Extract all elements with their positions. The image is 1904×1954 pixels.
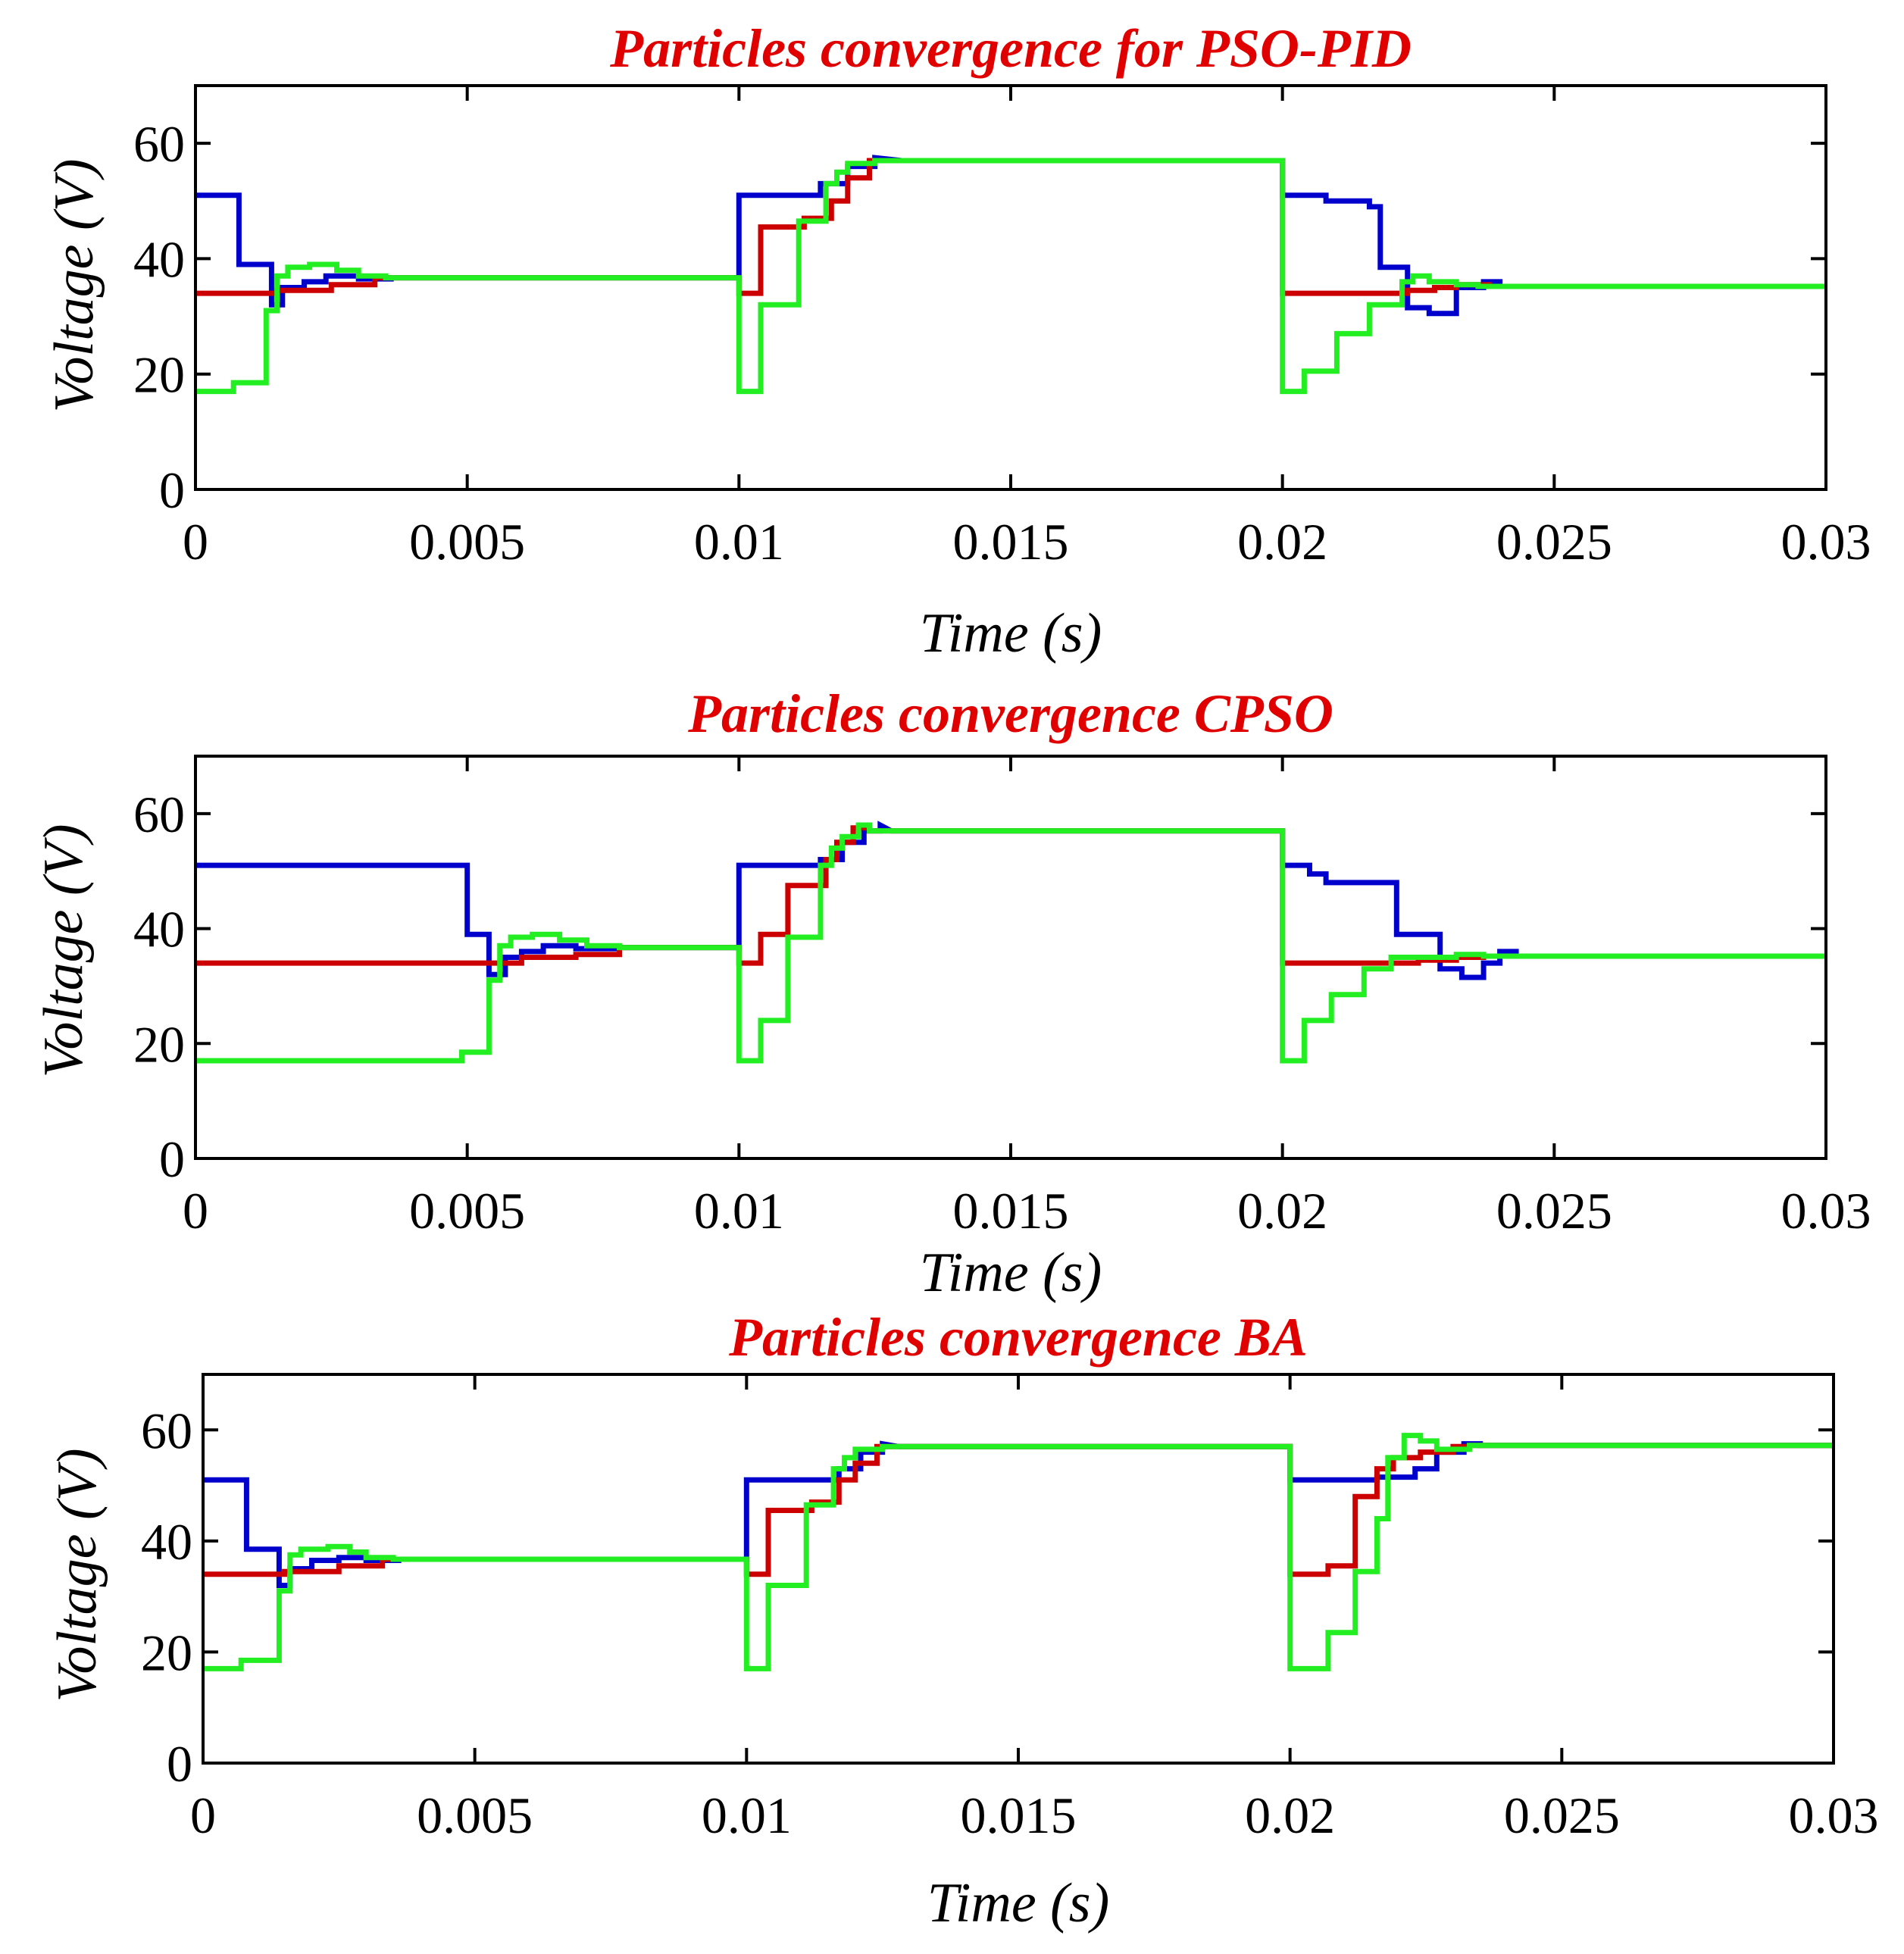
y-axis-label: Voltage (V) <box>33 824 95 1078</box>
series-line-red <box>195 158 1826 296</box>
x-tick-label: 0.03 <box>1781 513 1871 571</box>
y-tick-label: 60 <box>141 1402 192 1459</box>
plot-area: 0 0.005 0.01 0.015 0.02 0.025 0.03 0 20 40 60 <box>133 84 1871 571</box>
chart-panel-ba: Particles convergence BA Time (s) Voltag… <box>46 1307 1879 1934</box>
series-line-red <box>203 1443 1834 1577</box>
x-tick-label: 0.015 <box>961 1787 1077 1844</box>
y-tick-label: 60 <box>133 115 185 173</box>
y-tick-label: 20 <box>141 1624 192 1681</box>
x-tick-label: 0.025 <box>1496 513 1612 571</box>
x-tick-label: 0 <box>190 1787 216 1844</box>
x-tick-label: 0.01 <box>702 1787 792 1844</box>
x-tick-label: 0.025 <box>1504 1787 1620 1844</box>
x-axis-label: Time (s) <box>927 1872 1110 1934</box>
y-tick-label: 20 <box>133 346 185 404</box>
series-line-green <box>195 158 1826 395</box>
x-tick-label: 0 <box>183 1182 208 1240</box>
x-axis-label: Time (s) <box>920 1242 1102 1304</box>
x-tick-label: 0.03 <box>1789 1787 1879 1844</box>
x-tick-label: 0.01 <box>694 513 784 571</box>
chart-panel-cpso: Particles convergence CPSO Time (s) Volt… <box>33 683 1871 1304</box>
series-line-green <box>195 822 1826 1064</box>
y-tick-label: 0 <box>159 1130 185 1188</box>
x-tick-label: 0.03 <box>1781 1182 1871 1240</box>
series-line-blue <box>195 155 1826 317</box>
y-axis-label: Voltage (V) <box>46 1449 108 1702</box>
x-tick-label: 0.02 <box>1237 1182 1327 1240</box>
x-tick-label: 0.025 <box>1496 1182 1612 1240</box>
chart-title: Particles convergence CPSO <box>687 683 1333 744</box>
y-tick-label: 0 <box>167 1735 192 1793</box>
plot-frame <box>202 1373 1835 1765</box>
y-tick-label: 0 <box>159 461 185 519</box>
series-line-blue <box>203 1440 1834 1588</box>
x-tick-label: 0.005 <box>409 1182 525 1240</box>
y-axis-label: Voltage (V) <box>43 159 105 413</box>
x-tick-label: 0.005 <box>417 1787 533 1844</box>
chart-title: Particles convergence for PSO-PID <box>609 18 1412 79</box>
series-line-green <box>203 1433 1834 1671</box>
plot-area: 0 0.005 0.01 0.015 0.02 0.025 0.03 0 20 40 60 <box>141 1373 1879 1844</box>
chart-title: Particles convergence BA <box>728 1307 1308 1368</box>
x-axis-label: Time (s) <box>920 602 1102 664</box>
y-tick-label: 20 <box>133 1015 185 1073</box>
series-line-red <box>195 825 1826 966</box>
x-tick-label: 0.02 <box>1237 513 1327 571</box>
y-tick-label: 60 <box>133 786 185 843</box>
x-tick-label: 0.01 <box>694 1182 784 1240</box>
y-tick-label: 40 <box>133 901 185 958</box>
y-tick-label: 40 <box>141 1513 192 1571</box>
chart-panel-pso-pid: Particles convergence for PSO-PID Time (… <box>43 18 1871 664</box>
x-tick-label: 0.015 <box>953 513 1069 571</box>
x-tick-label: 0.02 <box>1245 1787 1335 1844</box>
x-tick-label: 0.005 <box>409 513 525 571</box>
y-tick-label: 40 <box>133 230 185 288</box>
plot-area: 0 0.005 0.01 0.015 0.02 0.025 0.03 0 20 40 60 <box>133 755 1871 1240</box>
x-tick-label: 0.015 <box>953 1182 1069 1240</box>
x-tick-label: 0 <box>183 513 208 571</box>
